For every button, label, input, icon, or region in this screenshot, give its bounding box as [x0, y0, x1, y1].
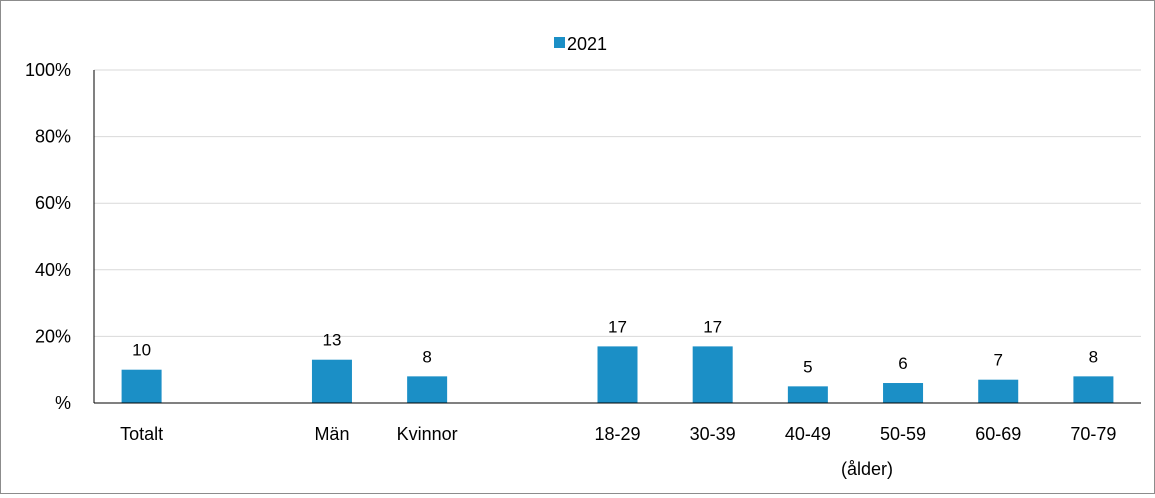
data-label: 13: [322, 331, 341, 350]
x-tick-label: 70-79: [1070, 424, 1116, 444]
y-tick-label: 100%: [25, 60, 71, 80]
bar-series: [121, 346, 1114, 403]
data-label: 17: [703, 317, 722, 336]
bar: [311, 359, 352, 403]
x-tick-label: Totalt: [120, 424, 163, 444]
data-label: 17: [608, 317, 627, 336]
data-label: 7: [993, 351, 1002, 370]
x-tick-labels: Totalt Män Kvinnor 18-29 30-39 40-49 50-59 60-6…: [120, 424, 1116, 444]
legend-label: 2021: [567, 34, 607, 54]
x-tick-label: 30-39: [690, 424, 736, 444]
axes: [93, 70, 1141, 404]
legend: 2021: [554, 34, 607, 54]
y-tick-label: 40%: [35, 260, 71, 280]
data-label: 10: [132, 341, 151, 360]
y-tick-label: 60%: [35, 193, 71, 213]
data-labels: 10 13 8 17 17 5 6 7 8: [132, 317, 1098, 376]
data-label: 6: [898, 354, 907, 373]
bar: [407, 376, 448, 403]
x-tick-label: 60-69: [975, 424, 1021, 444]
x-tick-label: 18-29: [594, 424, 640, 444]
y-tick-label: 20%: [35, 326, 71, 346]
data-label: 8: [422, 347, 431, 366]
x-tick-label: 50-59: [880, 424, 926, 444]
bar: [121, 369, 162, 403]
y-tick-label: %: [55, 393, 71, 413]
bar: [883, 383, 924, 403]
x-tick-label: Kvinnor: [397, 424, 458, 444]
legend-swatch: [554, 37, 565, 48]
y-tick-label: 80%: [35, 127, 71, 147]
bar: [692, 346, 733, 403]
data-label: 8: [1089, 347, 1098, 366]
x-tick-label: Män: [314, 424, 349, 444]
data-label: 5: [803, 357, 812, 376]
bar: [787, 386, 828, 403]
grid-lines: [94, 69, 1141, 337]
age-annotation: (ålder): [841, 459, 893, 479]
y-tick-labels: % 20% 40% 60% 80% 100%: [25, 60, 71, 413]
bar: [597, 346, 638, 403]
bar: [1073, 376, 1114, 403]
bar: [978, 379, 1019, 403]
x-tick-label: 40-49: [785, 424, 831, 444]
